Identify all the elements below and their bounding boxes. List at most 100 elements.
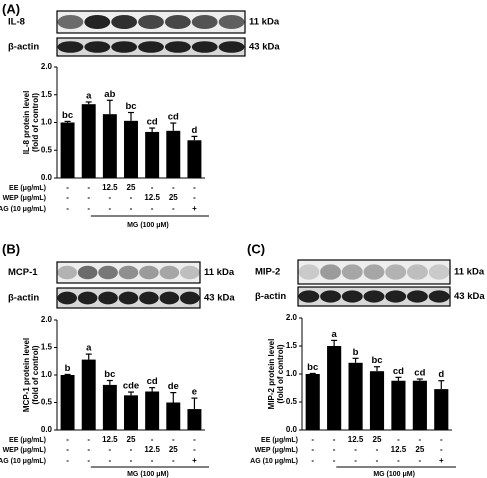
treatment-level: 12.5 — [391, 445, 407, 454]
bar — [305, 374, 320, 430]
blot-band — [191, 41, 218, 53]
blot-band — [111, 41, 138, 53]
treatment-level: 12.5 — [102, 183, 118, 192]
y-axis-label: MCP-1 protein level — [22, 338, 31, 412]
blot-band — [298, 290, 320, 303]
bar — [187, 140, 202, 178]
blot-band — [98, 291, 118, 305]
treatment-level: - — [172, 183, 175, 192]
treatment-level: - — [87, 445, 90, 454]
bar — [124, 395, 138, 430]
treatment-level: 25 — [127, 435, 136, 444]
significance-letter: e — [192, 387, 197, 398]
error-bar — [331, 339, 338, 346]
error-bar — [374, 366, 380, 372]
bar — [60, 122, 75, 178]
bar — [60, 375, 75, 430]
treatment-level: - — [109, 193, 112, 202]
treatment-level: - — [333, 445, 336, 454]
treatment-level: 12.5 — [144, 445, 160, 454]
blot-band — [98, 265, 118, 280]
blot-band — [298, 264, 320, 280]
y-tick-label: 2.0 — [286, 313, 298, 322]
treatment-name: EE (μg/mL) — [9, 437, 46, 444]
treatment-level: 12.5 — [144, 193, 160, 202]
treatment-level: - — [87, 435, 90, 444]
treatment-level: - — [419, 456, 422, 465]
significance-letter: b — [65, 363, 71, 374]
bar — [412, 380, 427, 430]
blot-band — [57, 291, 78, 305]
y-tick-label: 0.0 — [41, 173, 53, 182]
error-bar — [128, 391, 134, 396]
blot-label: MIP-2 — [255, 267, 280, 278]
treatment-level: - — [172, 204, 175, 213]
treatment-level: - — [354, 445, 357, 454]
treatment-name: WEP (μg/mL) — [255, 447, 298, 454]
blot-band — [341, 264, 363, 280]
bar — [369, 371, 385, 430]
treatment-level: - — [376, 456, 379, 465]
blot-label: β-actin — [255, 291, 286, 302]
treatment-level: - — [193, 445, 196, 454]
y-tick-label: 0.0 — [41, 425, 53, 434]
y-tick-label: 2.0 — [41, 62, 53, 71]
y-tick-label: 1.0 — [286, 369, 298, 378]
bar — [145, 391, 160, 430]
bar — [81, 359, 96, 430]
treatment-level: - — [66, 183, 69, 192]
blot-label: IL-8 — [8, 17, 25, 28]
treatment-level: - — [130, 193, 133, 202]
treatment-level: - — [311, 456, 314, 465]
blot-band — [77, 265, 98, 280]
treatment-level: - — [66, 204, 69, 213]
blot-band — [77, 291, 98, 305]
blot-band — [84, 41, 111, 53]
blot-band — [218, 14, 245, 30]
bar — [145, 131, 160, 178]
treatment-level: + — [192, 456, 197, 465]
treatment-name: EE (μg/mL) — [9, 185, 46, 192]
group-label: MG (100 μM) — [373, 471, 415, 478]
treatment-level: - — [333, 456, 336, 465]
blot-band — [363, 290, 385, 303]
treatment-level: 25 — [373, 435, 382, 444]
y-axis-label: (fold of control) — [276, 344, 285, 403]
blot-band — [407, 264, 428, 280]
blot-band — [385, 264, 407, 280]
significance-letter: b — [353, 347, 359, 358]
treatment-level: - — [109, 204, 112, 213]
blot-band — [111, 14, 138, 30]
treatment-name: AG (10 μg/mL) — [0, 206, 46, 213]
blot-band — [84, 14, 111, 30]
treatment-level: - — [311, 435, 314, 444]
significance-letter: bc — [104, 369, 115, 380]
error-bar — [85, 101, 92, 105]
treatment-level: - — [440, 445, 443, 454]
blot-band — [341, 290, 363, 303]
treatment-level: - — [151, 204, 154, 213]
blot-band — [164, 41, 191, 53]
treatment-level: - — [376, 445, 379, 454]
blot-band — [363, 264, 385, 280]
error-bar — [149, 387, 156, 392]
y-axis-label: (fold of control) — [31, 93, 40, 152]
blot-band — [139, 265, 159, 280]
y-tick-label: 1.5 — [41, 343, 53, 352]
treatment-level: - — [333, 435, 336, 444]
treatment-level: - — [172, 435, 175, 444]
blot-band — [57, 14, 84, 30]
error-bar — [64, 120, 71, 123]
y-tick-label: 1.5 — [286, 341, 298, 350]
y-axis-label: MIP-2 protein level — [267, 339, 276, 410]
treatment-level: - — [66, 193, 69, 202]
significance-letter: cd — [168, 112, 179, 123]
error-bar — [191, 397, 198, 410]
y-axis-label: IL-8 protein level — [22, 91, 31, 155]
bar — [391, 380, 406, 430]
treatment-level: 25 — [169, 445, 178, 454]
blot-band — [385, 290, 407, 303]
significance-letter: a — [331, 329, 337, 340]
significance-letter: bc — [307, 362, 318, 373]
